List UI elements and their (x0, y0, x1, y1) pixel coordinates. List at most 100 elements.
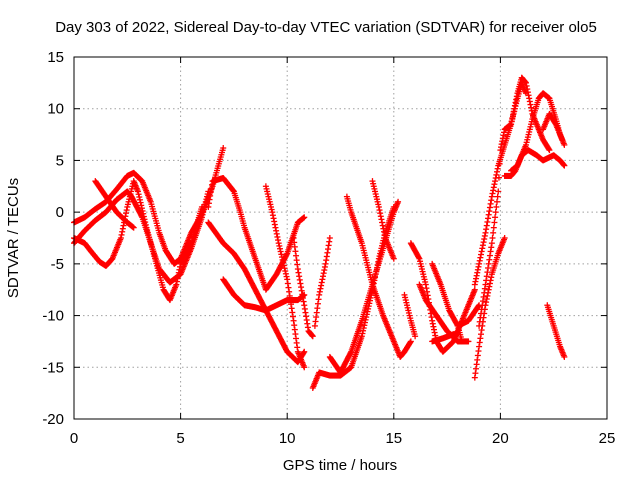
data-point (301, 214, 308, 221)
data-point (390, 255, 397, 262)
data-series (429, 331, 461, 345)
data-point (407, 338, 414, 345)
data-series (262, 183, 308, 371)
y-axis-label: SDTVAR / TECUs (5, 178, 22, 298)
data-point (395, 198, 402, 205)
data-point (142, 221, 149, 228)
data-point (279, 256, 286, 263)
data-point (490, 229, 497, 236)
data-point (142, 219, 149, 226)
data-series (326, 198, 402, 376)
data-point (495, 188, 502, 195)
data-point (561, 353, 568, 360)
data-point (138, 202, 145, 209)
data-point (140, 210, 147, 217)
x-axis-label: GPS time / hours (283, 457, 397, 474)
data-point (559, 136, 566, 143)
data-point (276, 245, 283, 252)
data-point (280, 259, 287, 266)
data-point (281, 265, 288, 272)
data-series (311, 235, 333, 329)
grid (74, 57, 607, 419)
data-point (326, 235, 333, 241)
data-point (282, 270, 289, 277)
data-point (412, 333, 419, 340)
data-point (277, 248, 284, 255)
x-tick-label: 10 (279, 430, 296, 447)
data-point (494, 193, 501, 200)
data-series (71, 145, 227, 267)
y-tick-label: 0 (56, 204, 64, 221)
data-point (275, 240, 282, 247)
y-tick-label: -20 (42, 411, 64, 428)
data-point (501, 235, 508, 241)
data-series (501, 147, 568, 179)
plot-frame (73, 56, 608, 420)
data-point (130, 224, 137, 231)
data-point (488, 240, 495, 247)
data-point (496, 160, 503, 167)
data-point (141, 216, 148, 223)
data-point (198, 203, 205, 210)
y-tick-label: -5 (51, 256, 64, 273)
data-point (459, 338, 466, 345)
data-series (544, 302, 568, 360)
data-point (489, 235, 496, 241)
data-series (290, 235, 316, 340)
data-markers (71, 74, 568, 391)
data-point (491, 219, 498, 226)
data-point (493, 203, 500, 210)
data-series (401, 291, 419, 340)
data-point (278, 254, 285, 261)
data-point (471, 286, 478, 293)
data-series (540, 110, 566, 143)
data-point (561, 162, 568, 169)
chart-title: Day 303 of 2022, Sidereal Day-to-day VTE… (55, 19, 597, 36)
axis-ticks: 0 5 10 15 20 25 -20 -15 -10 -5 0 5 10 15 (42, 49, 615, 447)
data-point (137, 199, 144, 206)
data-point (415, 254, 422, 261)
x-tick-label: 25 (599, 430, 616, 447)
data-point (490, 224, 497, 231)
x-tick-label: 20 (492, 430, 509, 447)
data-point (140, 213, 147, 220)
data-point (136, 194, 143, 201)
data-point (278, 251, 285, 258)
data-point (139, 207, 146, 214)
data-point (282, 268, 289, 275)
data-series (369, 178, 397, 262)
y-tick-label: 15 (47, 49, 64, 66)
y-tick-label: -15 (42, 359, 64, 376)
x-tick-label: 15 (385, 430, 402, 447)
y-tick-label: 10 (47, 101, 64, 118)
data-point (134, 188, 141, 195)
data-point (135, 191, 142, 198)
data-point (301, 364, 308, 371)
data-point (492, 214, 499, 221)
data-point (283, 273, 290, 280)
data-point (276, 242, 283, 249)
data-point (492, 209, 499, 216)
data-series (71, 178, 205, 304)
x-tick-label: 0 (70, 430, 78, 447)
data-point (280, 262, 287, 269)
data-series (343, 193, 414, 360)
y-tick-label: 5 (56, 152, 64, 169)
data-point (493, 198, 500, 205)
x-tick-label: 5 (176, 430, 184, 447)
data-point (561, 141, 568, 148)
data-series (476, 74, 553, 329)
data-point (309, 333, 316, 340)
data-series (92, 178, 137, 231)
y-tick-label: -10 (42, 308, 64, 325)
data-point (220, 145, 227, 152)
data-series (454, 322, 466, 345)
data-series (205, 175, 308, 293)
data-point (546, 147, 553, 154)
data-point (301, 348, 308, 355)
data-point (136, 196, 143, 203)
data-point (465, 338, 472, 345)
data-point (495, 174, 502, 181)
data-series (205, 219, 308, 366)
